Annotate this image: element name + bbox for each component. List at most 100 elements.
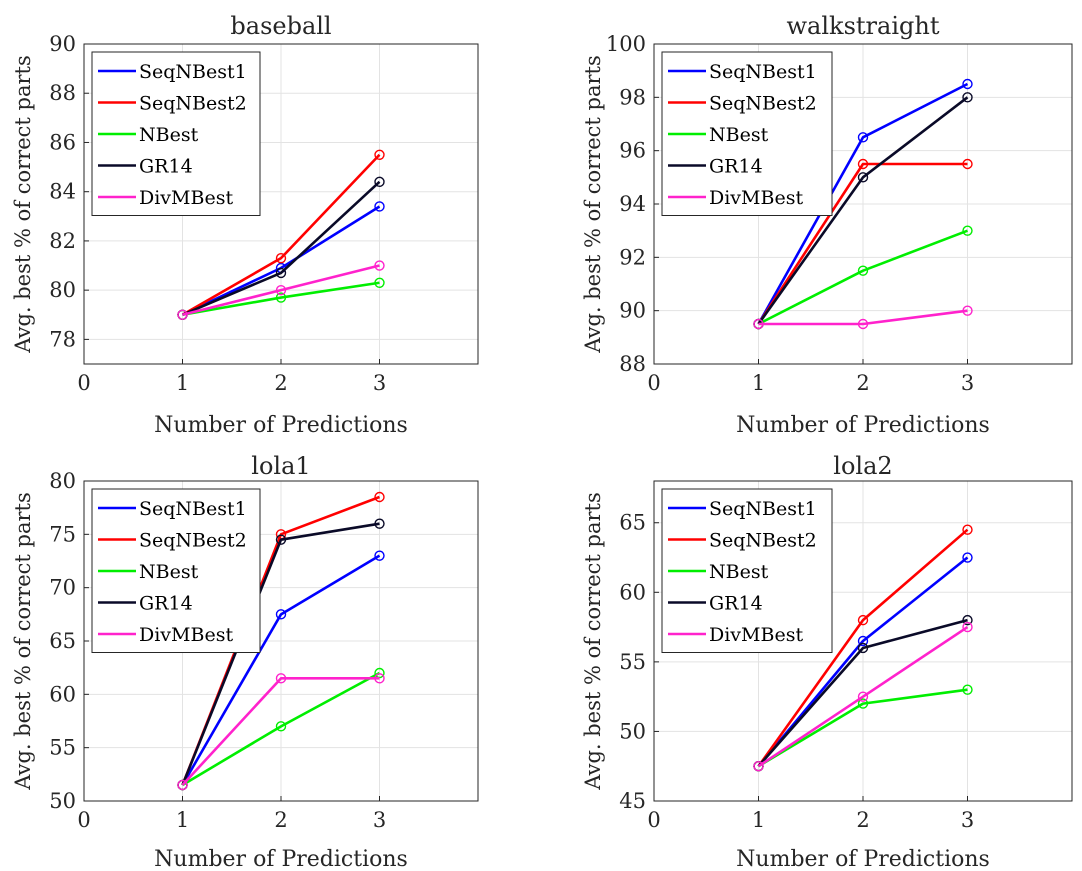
y-tick-label: 78: [49, 327, 76, 351]
chart-title: lola2: [833, 452, 892, 480]
series-line: [757, 618, 968, 768]
data-point: [962, 552, 973, 563]
y-tick-label: 86: [49, 130, 76, 154]
data-point: [857, 691, 869, 702]
data-point: [275, 267, 287, 279]
y-tick-label: 100: [606, 32, 646, 56]
series-line: [757, 528, 969, 767]
legend-entry: DivMBest: [139, 624, 233, 646]
data-point: [374, 277, 385, 288]
x-tick-label: 3: [961, 808, 974, 832]
series-line: [181, 522, 380, 786]
x-axis-label: Number of Predictions: [736, 847, 990, 871]
x-tick-label: 1: [752, 808, 765, 832]
data-point: [962, 614, 973, 626]
series-line: [757, 162, 968, 325]
data-point: [857, 132, 869, 143]
x-tick-label: 3: [373, 808, 386, 832]
y-tick-label: 70: [49, 576, 76, 600]
series-line: [181, 153, 381, 316]
data-point: [374, 550, 385, 561]
x-tick-label: 1: [176, 371, 189, 395]
chart-panel-lola1: 0 1 2 3 50 55 60 65 70 75 80 lola1 Number of Predict…: [11, 452, 479, 871]
series-line: [181, 180, 381, 316]
legend-entry: SeqNBest1: [709, 61, 817, 83]
legend-entry: GR14: [709, 156, 763, 178]
legend-entry: DivMBest: [709, 624, 803, 646]
series-divmbest: [177, 260, 385, 320]
legend-entry: NBest: [709, 124, 769, 146]
y-tick-label: 90: [619, 299, 646, 323]
data-point: [857, 614, 869, 626]
y-axis-label: Avg. best % of correct parts: [581, 55, 605, 353]
x-tick-label: 2: [856, 808, 869, 832]
data-point: [753, 318, 764, 330]
data-point: [374, 260, 385, 271]
series-line: [757, 229, 968, 326]
data-point: [275, 292, 287, 303]
data-point: [962, 78, 973, 90]
data-point: [962, 524, 973, 535]
y-tick-label: 45: [619, 789, 646, 813]
y-tick-label: 84: [49, 180, 76, 204]
x-tick-label: 0: [647, 808, 660, 832]
data-point: [374, 149, 385, 160]
legend-entry: SeqNBest2: [139, 530, 247, 552]
data-point: [374, 518, 385, 529]
legend: SeqNBest1 SeqNBest2 NBest GR14 DivMBest: [661, 51, 833, 216]
legend-entry: SeqNBest2: [139, 93, 247, 115]
x-tick-label: 3: [961, 371, 974, 395]
data-point: [374, 491, 385, 503]
legend-entry: SeqNBest1: [139, 61, 247, 83]
series-divmbest: [753, 305, 973, 330]
legend-entry: GR14: [139, 593, 193, 615]
data-point: [962, 684, 973, 695]
y-tick-label: 50: [619, 719, 646, 743]
data-point: [857, 635, 869, 647]
y-axis-label: Avg. best % of correct parts: [11, 492, 35, 790]
y-tick-label: 80: [49, 469, 76, 493]
y-tick-label: 60: [619, 580, 646, 604]
y-tick-label: 82: [49, 229, 76, 253]
y-tick-label: 96: [619, 139, 646, 163]
legend: SeqNBest1 SeqNBest2 NBest GR14 DivMBest: [661, 488, 833, 653]
x-axis-label: Number of Predictions: [154, 413, 408, 438]
data-point: [753, 761, 764, 772]
x-tick-label: 1: [176, 808, 189, 832]
series-line: [757, 626, 969, 768]
data-point: [275, 721, 287, 732]
data-point: [275, 673, 287, 684]
x-tick-label: 1: [752, 371, 765, 395]
data-point: [857, 642, 869, 654]
series-divmbest: [177, 673, 385, 791]
series-line: [181, 677, 380, 786]
legend: SeqNBest1 SeqNBest2 NBest GR14 DivMBest: [91, 51, 261, 216]
y-tick-label: 80: [49, 278, 76, 302]
data-point: [962, 225, 973, 236]
data-point: [275, 284, 287, 296]
data-point: [177, 779, 188, 791]
data-point: [177, 309, 188, 320]
series-line: [757, 96, 969, 325]
legend-entry: NBest: [139, 124, 199, 146]
series-line: [757, 556, 969, 768]
y-axis-label: Avg. best % of correct parts: [581, 492, 605, 790]
y-tick-label: 92: [619, 245, 646, 269]
legend: SeqNBest1 SeqNBest2 NBest GR14 DivMBest: [91, 488, 261, 653]
y-tick-label: 65: [619, 511, 646, 535]
y-tick-label: 55: [49, 736, 76, 760]
legend-entry: GR14: [139, 156, 193, 178]
chart-title: walkstraight: [787, 12, 940, 40]
data-point: [962, 305, 973, 316]
data-point: [374, 673, 385, 684]
series-line: [182, 264, 380, 317]
y-axis-label: Avg. best % of correct parts: [11, 55, 35, 353]
x-tick-label: 0: [77, 808, 90, 832]
series-line: [758, 309, 968, 326]
legend-entry: SeqNBest2: [709, 93, 817, 115]
chart-title: baseball: [230, 12, 331, 40]
data-point: [962, 92, 973, 103]
legend-entry: DivMBest: [709, 187, 803, 209]
legend-entry: NBest: [139, 561, 199, 583]
legend-entry: SeqNBest1: [139, 498, 247, 520]
